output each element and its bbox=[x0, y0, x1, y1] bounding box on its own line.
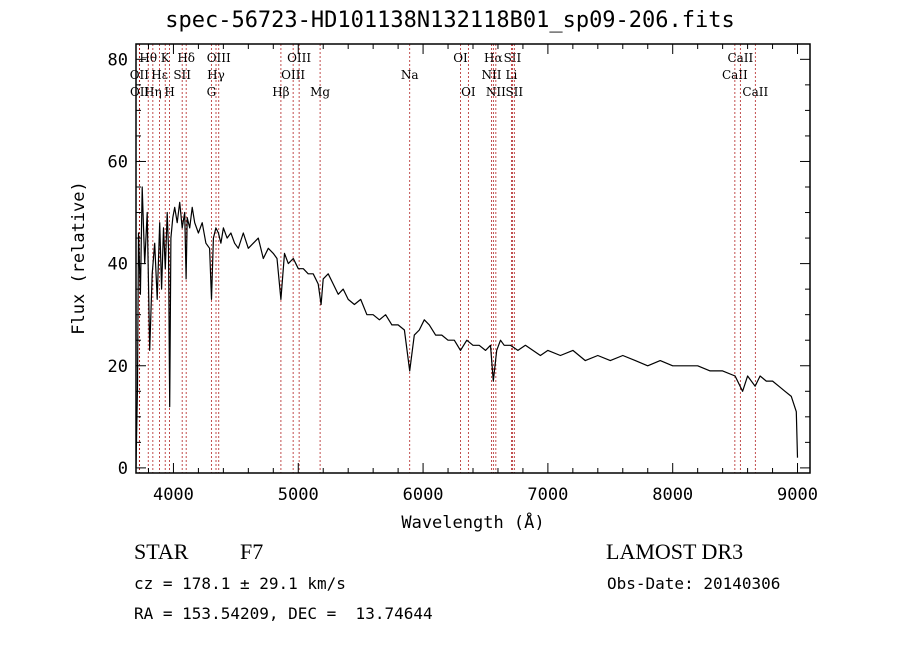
line-label-16: Na bbox=[401, 68, 419, 82]
line-label-12: Hβ bbox=[272, 85, 289, 99]
line-label-2: Hθ bbox=[139, 51, 157, 65]
coordinates: RA = 153.54209, DEC = 13.74644 bbox=[134, 604, 433, 623]
line-label-13: OIII bbox=[281, 68, 305, 82]
x-tick-label-3: 7000 bbox=[527, 485, 568, 505]
line-label-21: NII bbox=[486, 85, 506, 99]
line-label-11: OIII bbox=[207, 51, 231, 65]
y-tick-label-3: 60 bbox=[108, 152, 128, 172]
line-label-5: K bbox=[161, 51, 171, 65]
line-label-10: Hγ bbox=[207, 68, 225, 82]
x-axis-label: Wavelength (Å) bbox=[401, 511, 544, 533]
subclass: F7 bbox=[240, 539, 264, 564]
chart-title: spec-56723-HD101138N132118B01_sp09-206.f… bbox=[165, 8, 735, 33]
line-label-4: Hε bbox=[151, 68, 168, 82]
line-label-15: Mg bbox=[310, 85, 330, 99]
y-tick-label-2: 40 bbox=[108, 255, 128, 275]
line-label-9: G bbox=[207, 85, 217, 99]
x-tick-label-2: 6000 bbox=[403, 485, 444, 505]
line-label-0: OII bbox=[130, 68, 150, 82]
line-label-6: H bbox=[164, 85, 174, 99]
y-tick-label-4: 80 bbox=[108, 50, 128, 70]
x-tick-label-4: 8000 bbox=[652, 485, 693, 505]
line-label-7: SII bbox=[173, 68, 191, 82]
x-tick-label-5: 9000 bbox=[777, 485, 818, 505]
y-tick-label-1: 20 bbox=[108, 357, 128, 377]
line-label-8: Hδ bbox=[177, 51, 195, 65]
plot-frame bbox=[135, 43, 811, 474]
y-axis-label: Flux (relative) bbox=[69, 181, 89, 335]
axis-ticks: 4000 5000 6000 7000 8000 9000 0 20 40 60 80 bbox=[108, 44, 818, 505]
x-tick-label-0: 4000 bbox=[153, 485, 194, 505]
line-label-17: OI bbox=[453, 51, 468, 65]
line-label-27: CaII bbox=[742, 85, 768, 99]
line-label-20: Hα bbox=[484, 51, 503, 65]
line-label-1: OII bbox=[130, 85, 150, 99]
line-label-3: Hη bbox=[144, 85, 162, 99]
obs-date: Obs-Date: 20140306 bbox=[607, 574, 781, 593]
x-tick-label-1: 5000 bbox=[278, 485, 319, 505]
line-label-25: CaII bbox=[722, 68, 748, 82]
line-label-23: SII bbox=[504, 51, 522, 65]
object-class: STAR bbox=[134, 539, 189, 564]
y-tick-label-0: 0 bbox=[118, 459, 128, 479]
line-label-18: OI bbox=[461, 85, 476, 99]
line-label-14: OIII bbox=[287, 51, 311, 65]
line-label-26: CaII bbox=[727, 51, 753, 65]
spectrum-line bbox=[135, 186, 799, 468]
line-label-22: Li bbox=[506, 68, 518, 82]
line-label-24: SII bbox=[505, 85, 523, 99]
line-label-19: NII bbox=[481, 68, 501, 82]
line-markers: OII OII Hθ Hη Hε K H SII Hδ G Hγ OIII Hβ OIII OIII Mg Na… bbox=[130, 44, 768, 473]
survey-name: LAMOST DR3 bbox=[606, 539, 744, 564]
redshift-value: cz = 178.1 ± 29.1 km/s bbox=[134, 574, 346, 593]
